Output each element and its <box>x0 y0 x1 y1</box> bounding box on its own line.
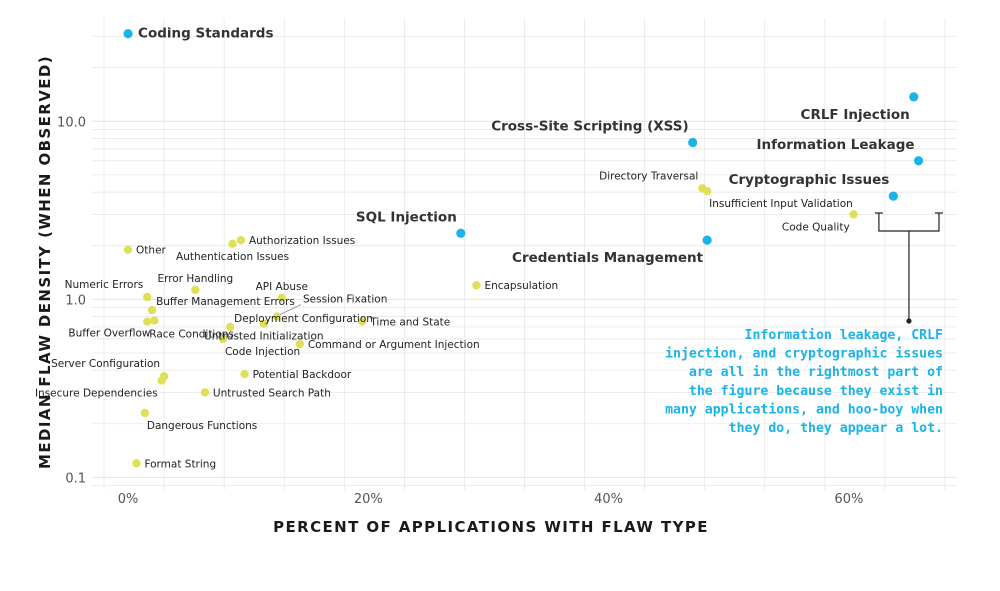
point-buffer-management-errors <box>147 305 157 315</box>
point-sql-injection <box>456 228 466 238</box>
point-potential-backdoor <box>240 369 249 379</box>
point-untrusted-initialization <box>259 319 268 328</box>
y-tick-label: 0.1 <box>65 471 86 486</box>
point-dangerous-functions <box>140 408 150 418</box>
label-format-string: Format String <box>144 458 216 470</box>
label-insecure-dependencies: Insecure Dependencies <box>35 388 158 400</box>
x-tick-label: 60% <box>834 492 863 507</box>
point-buffer-overflow <box>150 316 159 325</box>
label-code-injection: Code Injection <box>225 346 300 358</box>
x-axis-title: PERCENT OF APPLICATIONS WITH FLAW TYPE <box>273 518 709 536</box>
point-untrusted-search-path <box>200 388 210 397</box>
annotation-note: Information leakage, CRLF injection, and … <box>665 327 943 436</box>
y-tick-label: 10.0 <box>57 115 86 130</box>
point-encapsulation <box>472 281 481 290</box>
label-cross-site-scripting-xss: Cross-Site Scripting (XSS) <box>491 118 689 134</box>
label-authentication-issues: Authentication Issues <box>176 251 289 263</box>
label-code-quality: Code Quality <box>782 221 850 233</box>
label-encapsulation: Encapsulation <box>484 280 558 292</box>
point-labels: Coding Standards CRLF Injection Cross-Site… <box>35 26 915 471</box>
label-potential-backdoor: Potential Backdoor <box>253 369 352 381</box>
label-sql-injection: SQL Injection <box>356 209 457 225</box>
point-deployment-configuration <box>225 322 235 332</box>
point-format-string <box>132 459 141 468</box>
point-command-or-argument-injection <box>295 339 305 349</box>
label-time-and-state: Time and State <box>369 317 450 329</box>
label-buffer-management-errors: Buffer Management Errors <box>156 296 295 308</box>
annotation-line: are all in the rightmost part of <box>689 364 943 380</box>
annotation-line: Information leakage, CRLF <box>745 327 944 343</box>
point-insecure-dependencies <box>157 376 166 385</box>
point-other <box>123 245 133 254</box>
point-coding-standards <box>123 29 133 39</box>
point-authorization-issues <box>236 235 246 245</box>
label-session-fixation: Session Fixation <box>303 294 387 306</box>
grid-lines <box>92 18 957 490</box>
point-cross-site-scripting-xss <box>688 137 698 148</box>
point-error-handling <box>191 285 200 295</box>
point-authentication-issues <box>228 239 237 249</box>
annotation-line: they do, they appear a lot. <box>729 421 943 436</box>
label-untrusted-initialization: Untrusted Initialization <box>204 331 324 343</box>
point-crlf-injection <box>909 92 919 102</box>
annotation-line: the figure because they exist in <box>689 383 943 399</box>
point-code-quality <box>849 210 858 219</box>
point-api-abuse <box>277 293 287 303</box>
point-insufficient-input-validation <box>702 186 712 196</box>
point-session-fixation <box>272 312 282 321</box>
point-code-injection <box>218 334 228 344</box>
point-race-conditions <box>143 317 152 326</box>
x-tick-label: 20% <box>354 492 383 507</box>
annotation-bracket <box>874 212 943 324</box>
x-tick-label: 0% <box>118 492 139 507</box>
point-time-and-state <box>358 317 367 326</box>
label-error-handling: Error Handling <box>157 273 233 285</box>
label-authorization-issues: Authorization Issues <box>249 235 355 247</box>
point-numeric-errors <box>143 292 152 302</box>
label-race-conditions: Race Conditions <box>149 329 234 341</box>
label-information-leakage: Information Leakage <box>756 137 914 153</box>
label-directory-traversal: Directory Traversal <box>599 170 698 182</box>
y-tick-label: 1.0 <box>65 293 86 308</box>
label-other: Other <box>136 245 166 257</box>
label-command-or-argument-injection: Command or Argument Injection <box>308 339 480 351</box>
y-tick-labels: 0.1 1.0 10.0 <box>57 115 86 486</box>
label-cryptographic-issues: Cryptographic Issues <box>729 172 890 188</box>
point-information-leakage <box>913 156 924 166</box>
bracket-line <box>878 213 940 232</box>
label-leader <box>279 304 302 316</box>
annotation-line: injection, and cryptographic issues <box>665 346 943 362</box>
annotation-line: many applications, and hoo-boy when <box>665 401 943 417</box>
label-server-configuration: Server Configuration <box>51 358 160 370</box>
point-cryptographic-issues <box>888 191 898 201</box>
label-dangerous-functions: Dangerous Functions <box>147 420 257 432</box>
x-tick-label: 40% <box>594 492 623 507</box>
label-coding-standards: Coding Standards <box>138 26 273 42</box>
label-insufficient-input-validation: Insufficient Input Validation <box>709 198 853 210</box>
point-credentials-management <box>702 235 712 245</box>
label-crlf-injection: CRLF Injection <box>801 107 910 123</box>
label-credentials-management: Credentials Management <box>512 250 704 266</box>
bracket-leader-end <box>906 318 912 324</box>
label-buffer-overflow: Buffer Overflow <box>68 328 151 340</box>
data-points <box>123 29 924 468</box>
label-numeric-errors: Numeric Errors <box>65 279 144 291</box>
label-untrusted-search-path: Untrusted Search Path <box>213 387 331 399</box>
y-axis-title: MEDIAN FLAW DENSITY (WHEN OBSERVED) <box>36 55 54 469</box>
label-api-abuse: API Abuse <box>256 281 308 293</box>
x-tick-labels: 0% 20% 40% 60% <box>118 492 864 507</box>
label-deployment-configuration: Deployment Configuration <box>234 313 373 325</box>
